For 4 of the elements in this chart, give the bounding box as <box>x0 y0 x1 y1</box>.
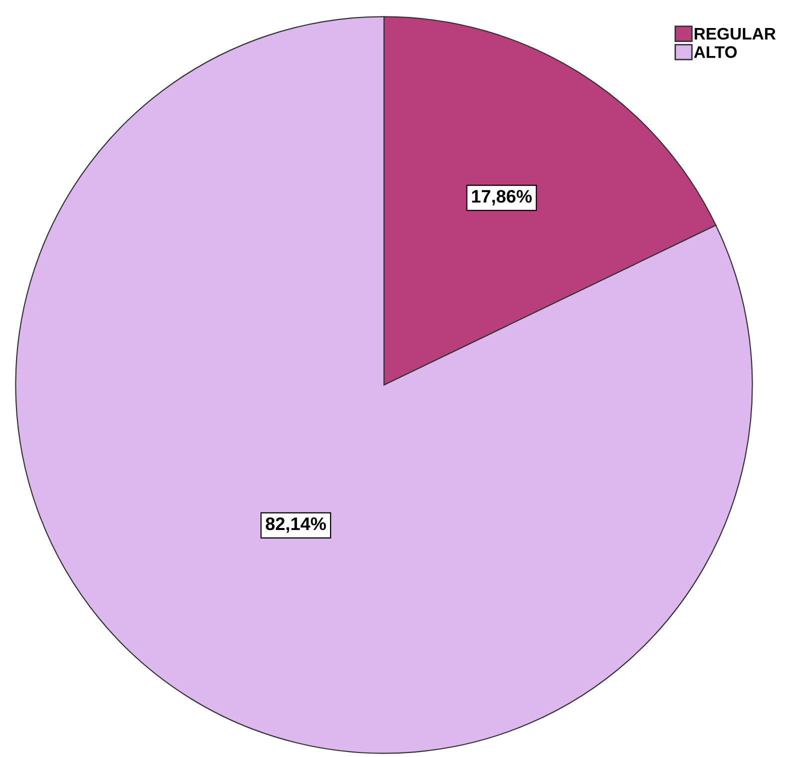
data-label: 17,86% <box>472 190 532 206</box>
data-label: 82,14% <box>266 517 326 533</box>
legend-label: ALTO <box>694 46 737 58</box>
legend-label: REGULAR <box>694 28 776 40</box>
